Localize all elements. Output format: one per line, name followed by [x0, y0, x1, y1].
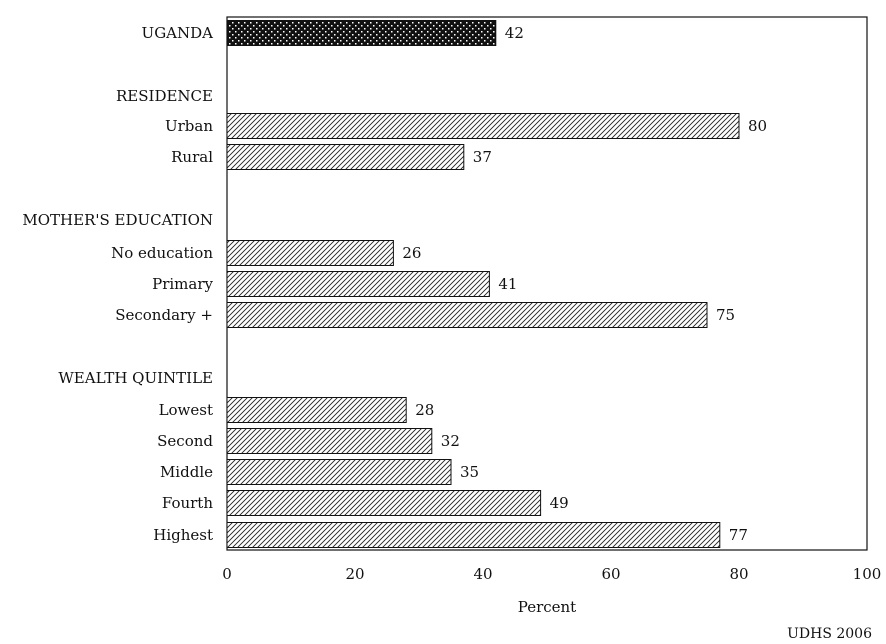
category-label-primary: Primary	[152, 275, 213, 293]
value-label-highest: 77	[729, 526, 748, 544]
x-tick-label-100: 100	[853, 565, 882, 583]
category-label-secondary: Secondary +	[115, 306, 213, 324]
bar-second	[226, 428, 433, 454]
value-label-middle: 35	[460, 463, 479, 481]
bar-rural	[226, 144, 465, 170]
value-label-rural: 37	[473, 148, 492, 166]
group-header-residence: RESIDENCE	[116, 87, 213, 105]
value-label-no-education: 26	[402, 244, 421, 262]
category-label-urban: Urban	[165, 117, 213, 135]
group-header-mother-s-education: MOTHER'S EDUCATION	[22, 211, 213, 229]
bar-highest	[226, 522, 721, 548]
category-label-highest: Highest	[153, 526, 213, 544]
category-label-fourth: Fourth	[162, 494, 213, 512]
value-label-fourth: 49	[550, 494, 569, 512]
bar-primary	[226, 271, 490, 297]
source-note: UDHS 2006	[787, 626, 872, 642]
category-label-second: Second	[157, 432, 213, 450]
bar-urban	[226, 113, 740, 139]
bar-lowest	[226, 397, 407, 423]
category-label-no-education: No education	[111, 244, 213, 262]
category-label-uganda: UGANDA	[142, 24, 214, 42]
chart-rows: UGANDA 42 RESIDENCE Urban 80 Rural 37 MOTHER'S …	[22, 20, 767, 548]
category-label-middle: Middle	[160, 463, 213, 481]
x-axis-ticks: 0 20 40 60 80 100	[222, 565, 881, 583]
category-label-rural: Rural	[171, 148, 213, 166]
group-header-wealth-quintile: WEALTH QUINTILE	[58, 369, 213, 387]
x-tick-label-80: 80	[729, 565, 748, 583]
x-tick-label-0: 0	[222, 565, 232, 583]
bar-no-education	[226, 240, 394, 266]
value-label-second: 32	[441, 432, 460, 450]
value-label-lowest: 28	[415, 401, 434, 419]
x-tick-label-20: 20	[345, 565, 364, 583]
x-axis-title: Percent	[518, 598, 576, 616]
value-label-secondary: 75	[716, 306, 735, 324]
bar-fourth	[226, 490, 542, 516]
value-label-primary: 41	[498, 275, 517, 293]
value-label-urban: 80	[748, 117, 767, 135]
x-tick-label-60: 60	[601, 565, 620, 583]
x-tick-label-40: 40	[473, 565, 492, 583]
category-label-lowest: Lowest	[159, 401, 213, 419]
value-label-uganda: 42	[505, 24, 524, 42]
bar-middle	[226, 459, 452, 485]
bar-uganda	[226, 20, 497, 46]
bar-secondary	[226, 302, 708, 328]
